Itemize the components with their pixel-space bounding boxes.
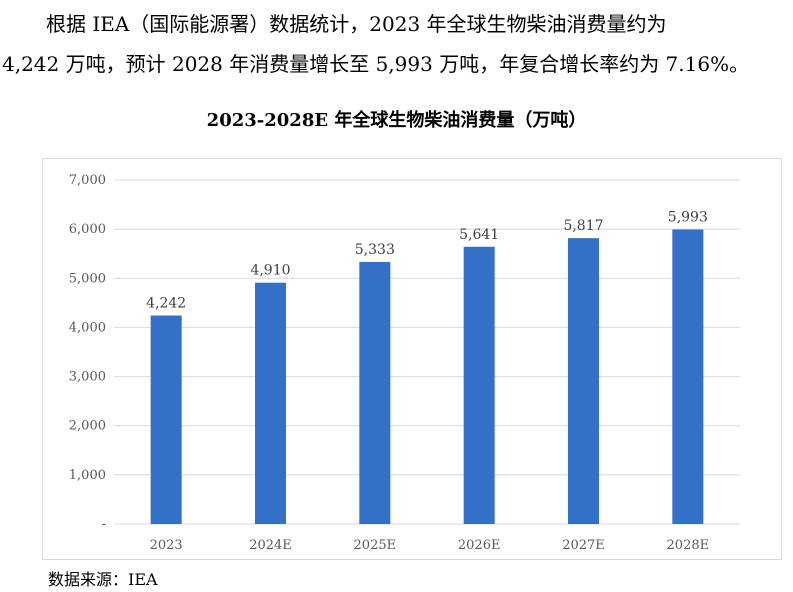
intro-paragraph-line-2: 4,242 万吨，预计 2028 年消费量增长至 5,993 万吨，年复合增长率… <box>2 52 750 76</box>
x-tick-label-2028E: 2028E <box>667 538 710 553</box>
bars <box>150 229 704 525</box>
bar-2023 <box>150 315 182 524</box>
y-tick-label: 5,000 <box>69 271 106 286</box>
bar-2026E <box>463 246 495 524</box>
x-tick-label-2023: 2023 <box>150 538 183 553</box>
x-axis-ticks: 2023 2024E 2025E 2026E 2027E 2028E <box>150 538 710 553</box>
y-axis-ticks: - 1,000 2,000 3,000 4,000 5,000 6,000 7,000 <box>69 173 106 532</box>
chart-title: 2023-2028E 年全球生物柴油消费量（万吨） <box>206 110 587 131</box>
data-label-2027E: 5,817 <box>563 218 603 234</box>
data-label-2025E: 5,333 <box>355 242 395 258</box>
x-tick-label-2024E: 2024E <box>249 538 292 553</box>
intro-paragraph-line-1: 根据 IEA（国际能源署）数据统计，2023 年全球生物柴油消费量约为 <box>46 12 667 36</box>
x-tick-label-2025E: 2025E <box>354 538 397 553</box>
y-tick-label: 6,000 <box>69 222 106 237</box>
data-label-2024E: 4,910 <box>250 263 290 279</box>
data-label-2026E: 5,641 <box>459 227 499 243</box>
intro-paragraph: 根据 IEA（国际能源署）数据统计，2023 年全球生物柴油消费量约为 4,24… <box>0 4 790 84</box>
data-labels: 4,242 4,910 5,333 5,641 5,817 5,993 <box>146 209 708 311</box>
y-tick-label: 4,000 <box>69 320 106 335</box>
y-tick-label: 3,000 <box>69 370 106 385</box>
chart-frame <box>42 158 782 560</box>
bar-2027E <box>568 238 599 525</box>
bar-2025E <box>359 261 391 524</box>
x-tick-label-2027E: 2027E <box>562 538 605 553</box>
x-tick-label-2026E: 2026E <box>458 538 501 553</box>
bar-chart: - 1,000 2,000 3,000 4,000 5,000 6,000 7,000 4,2… <box>69 173 740 553</box>
y-tick-label: - <box>102 517 106 532</box>
y-tick-label: 1,000 <box>69 468 106 483</box>
data-label-2028E: 5,993 <box>668 209 708 225</box>
y-tick-label: 2,000 <box>69 419 106 434</box>
y-tick-label: 7,000 <box>69 173 106 188</box>
bar-2028E <box>672 229 704 524</box>
data-label-2023: 4,242 <box>146 296 186 312</box>
gridlines <box>114 179 740 525</box>
bar-2024E <box>255 282 286 524</box>
source-note: 数据来源：IEA <box>48 570 158 589</box>
